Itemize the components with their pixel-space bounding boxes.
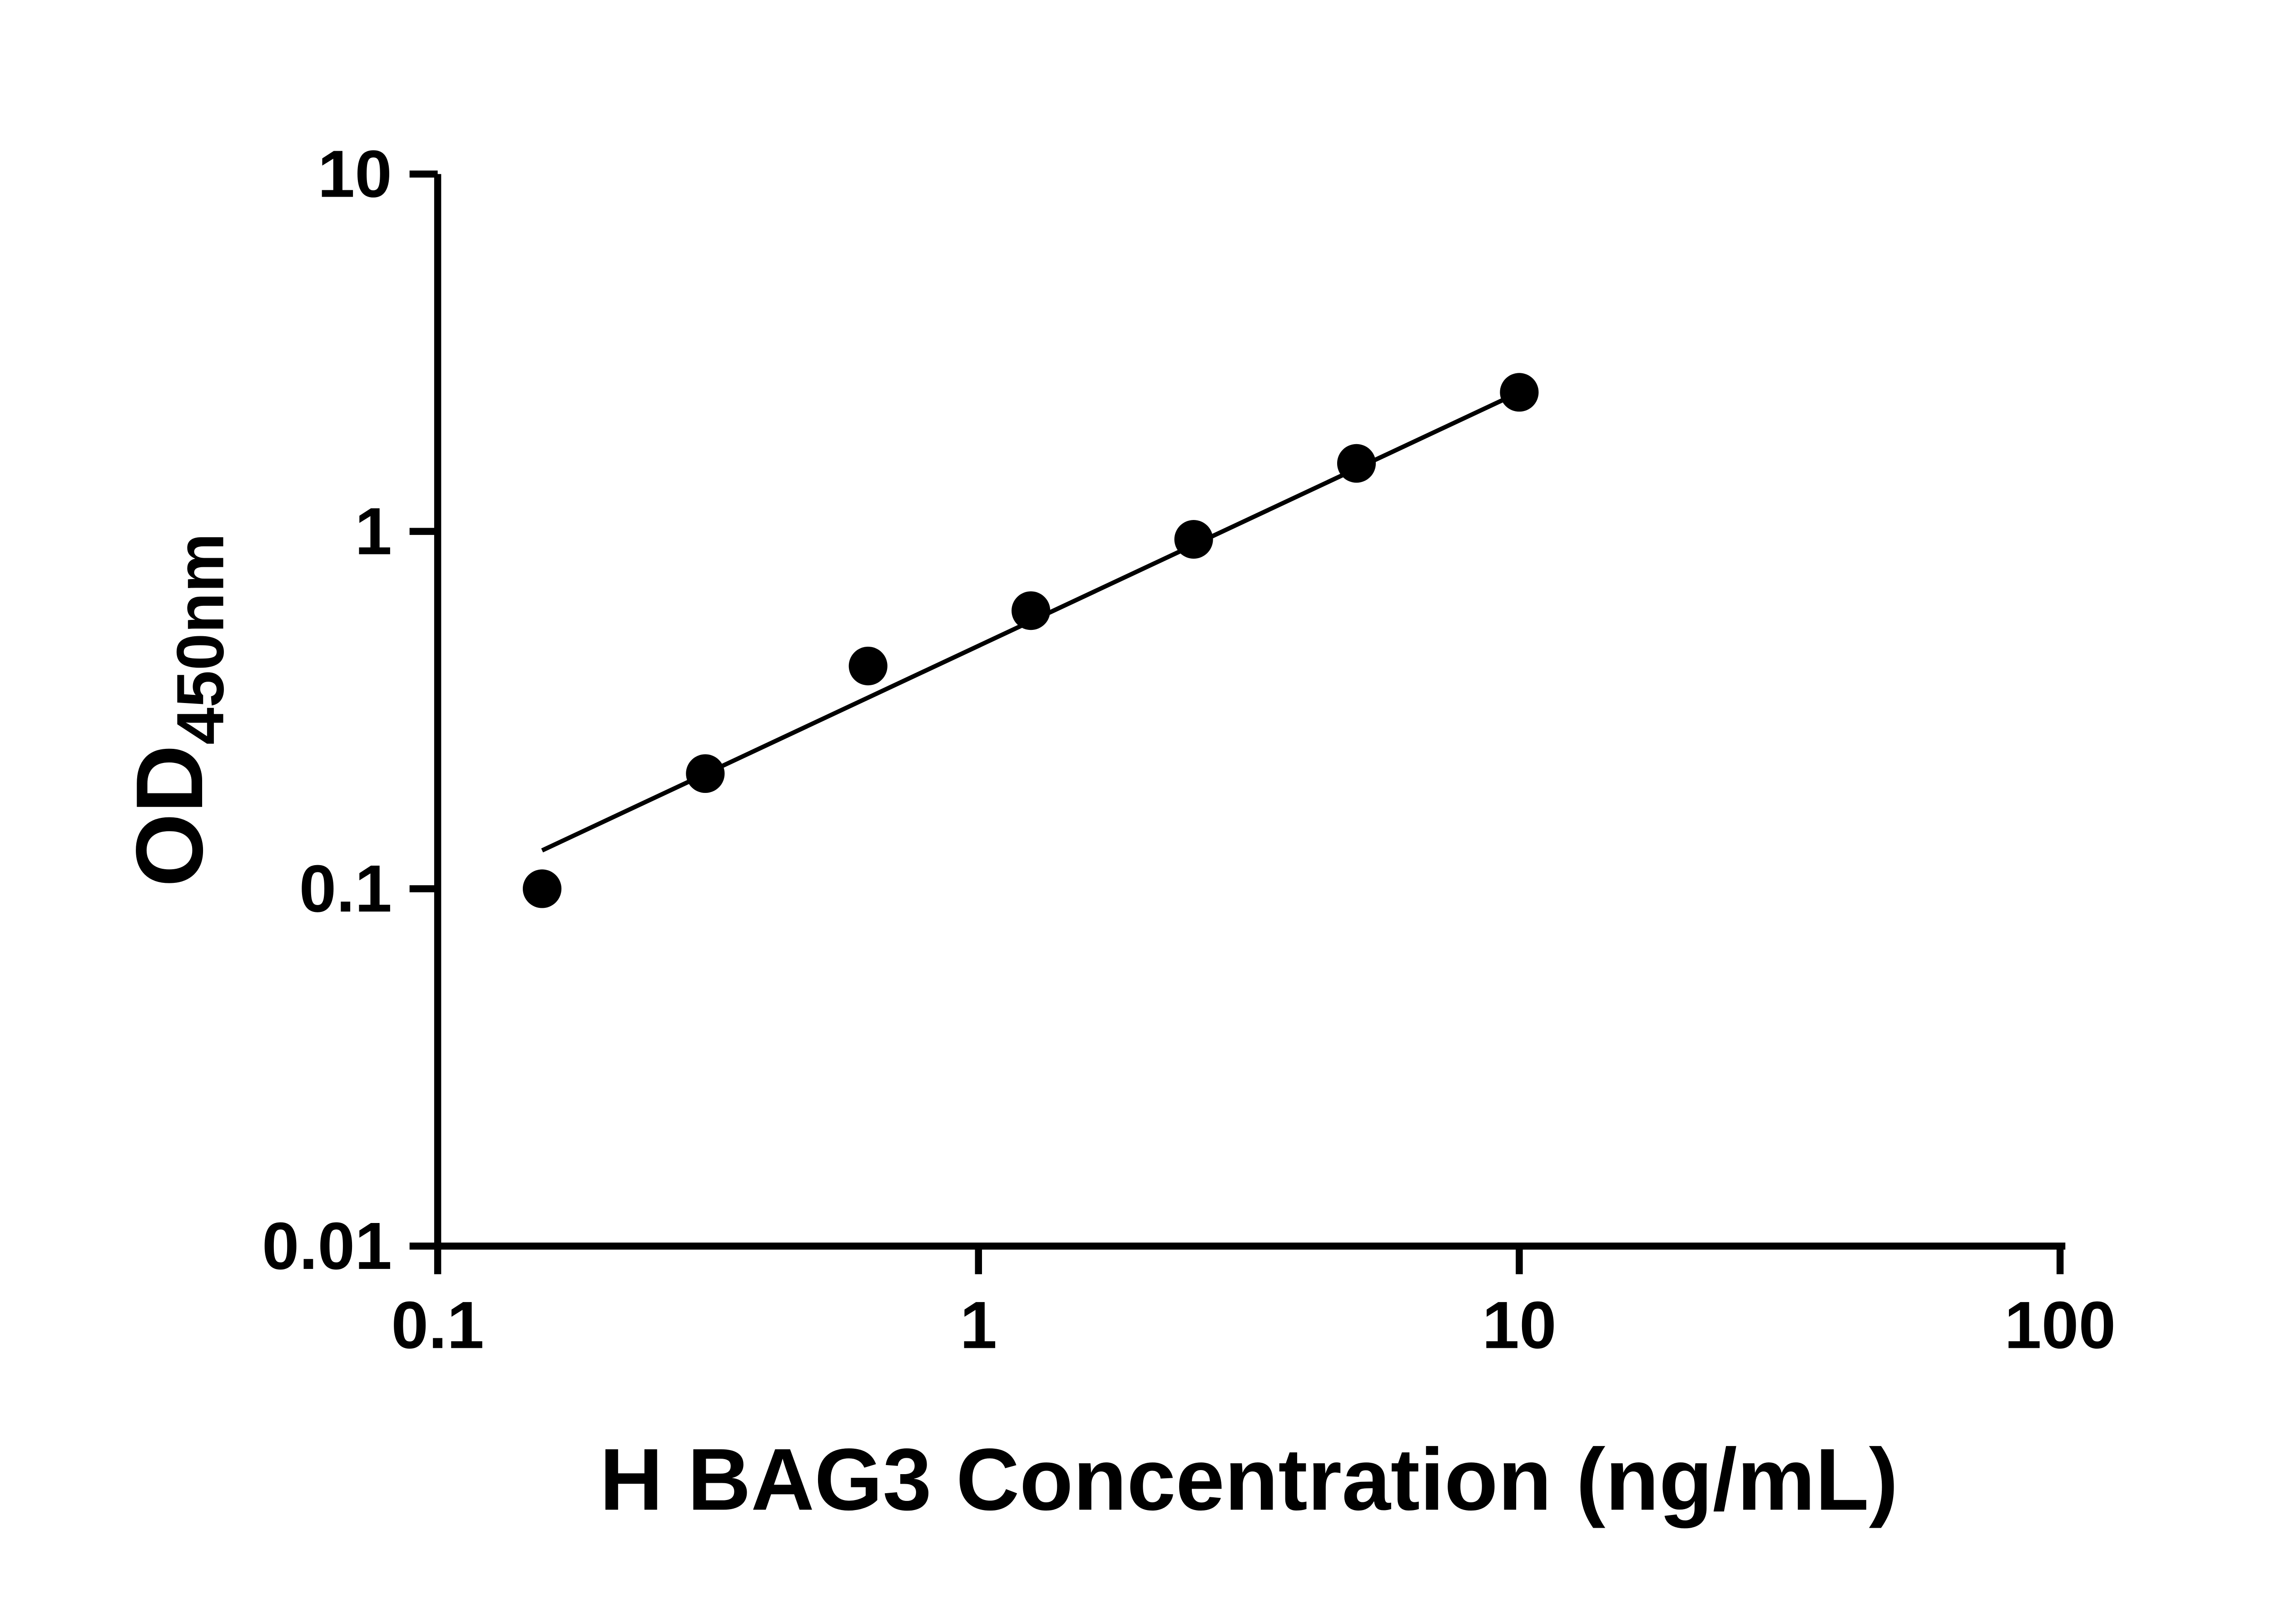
x-tick-label: 10	[1482, 1288, 1557, 1362]
data-point	[848, 646, 888, 686]
data-point	[1500, 373, 1539, 412]
y-tick-label: 10	[317, 137, 392, 212]
x-tick-label: 1	[960, 1288, 997, 1362]
x-tick-label: 100	[2004, 1288, 2116, 1362]
x-axis-title: H BAG3 Concentration (ng/mL)	[600, 1431, 1898, 1529]
data-point	[1174, 520, 1213, 559]
y-axis-title: OD450nm	[117, 533, 238, 887]
y-tick-label: 0.1	[299, 852, 392, 926]
x-tick-label: 0.1	[391, 1288, 484, 1362]
data-point	[1012, 591, 1051, 630]
data-point	[522, 869, 562, 908]
y-tick-label: 0.01	[262, 1209, 392, 1283]
data-point	[1337, 444, 1376, 483]
data-point	[686, 754, 725, 793]
y-tick-label: 1	[355, 494, 392, 569]
